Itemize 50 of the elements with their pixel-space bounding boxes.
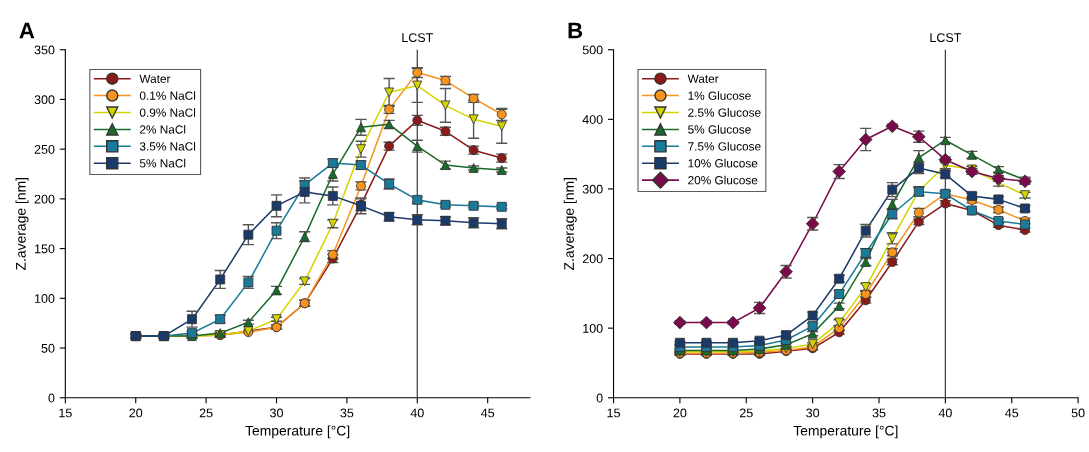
y-tick-label: 100 [583, 323, 603, 333]
y-tick-label: 250 [34, 144, 55, 154]
legend-label: 1% Glucose [688, 91, 751, 100]
x-tick-label: 50 [1071, 408, 1085, 418]
x-tick-label: 35 [872, 408, 886, 418]
legend-label: 20% Glucose [688, 175, 758, 185]
x-tick-label: 25 [199, 408, 213, 418]
legend-label: 0.9% NaCl [139, 108, 196, 117]
x-tick-label: 40 [938, 408, 952, 418]
x-axis-title: Temperature [°C] [245, 425, 350, 439]
x-tick-label: 25 [739, 408, 753, 418]
x-tick-label: 15 [607, 408, 620, 418]
y-tick-label: 150 [35, 244, 55, 254]
y-axis-title: Z.average [nm] [563, 178, 577, 270]
x-tick-label: 45 [481, 408, 495, 418]
chart-title: B [568, 22, 583, 39]
legend-label: 2.5% Glucose [688, 108, 761, 117]
legend-label: 5% Glucose [688, 124, 751, 134]
y-tick-label: 500 [582, 45, 603, 55]
legend-label: 2% NaCl [140, 124, 186, 134]
y-tick-label: 300 [582, 184, 603, 194]
y-tick-label: 350 [34, 45, 55, 55]
legend-label: Water [139, 74, 171, 83]
y-tick-label: 200 [582, 254, 603, 264]
y-tick-label: 50 [41, 343, 55, 353]
y-tick-label: 0 [596, 393, 603, 403]
legend-label: 7.5% Glucose [688, 141, 761, 151]
legend-label: Water [687, 74, 719, 83]
x-tick-label: 40 [410, 408, 424, 418]
x-axis-title: Temperature [°C] [793, 425, 898, 439]
y-tick-label: 100 [35, 294, 55, 303]
legend-label: 5% NaCl [139, 158, 186, 168]
ref-line-label: LCST [930, 33, 962, 43]
y-tick-label: 0 [48, 393, 55, 403]
y-tick-label: 400 [582, 115, 603, 124]
x-tick-label: 45 [1005, 408, 1019, 418]
y-tick-label: 300 [34, 95, 55, 105]
x-tick-label: 30 [270, 408, 283, 418]
x-tick-label: 35 [340, 408, 354, 418]
chart-title: A [19, 22, 35, 39]
legend-label: 10% Glucose [688, 158, 758, 168]
x-tick-label: 20 [129, 408, 143, 418]
x-tick-label: 20 [673, 408, 687, 418]
legend-label: 3.5% NaCl [139, 141, 196, 151]
y-axis-title: Z.average [nm] [15, 178, 29, 270]
legend-label: 0.1% NaCl [139, 91, 196, 100]
y-tick-label: 200 [34, 194, 55, 204]
x-tick-label: 30 [806, 408, 820, 418]
ref-line-label: LCST [402, 33, 433, 43]
x-tick-label: 15 [59, 408, 72, 418]
